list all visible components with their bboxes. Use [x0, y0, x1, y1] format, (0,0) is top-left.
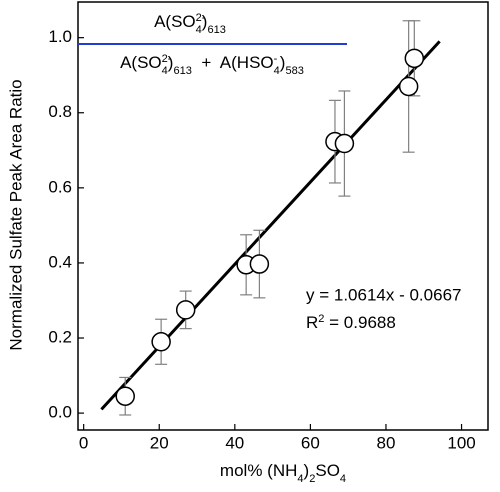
- text-piece: 583: [285, 65, 303, 77]
- rich-text: R2 = 0.9688: [306, 313, 396, 332]
- x-tick-label: 60: [301, 433, 320, 452]
- text-piece: 4: [340, 473, 346, 485]
- text-piece: 613: [207, 24, 225, 36]
- x-tick-label: 0: [79, 433, 88, 452]
- text-piece: 2: [309, 473, 315, 485]
- text-piece: -: [274, 53, 278, 65]
- data-point: [404, 48, 425, 69]
- text-piece: ): [304, 461, 310, 480]
- fit-line: [100, 40, 441, 411]
- text-piece: 613: [173, 65, 191, 77]
- y-tick-label: 0.6: [48, 177, 72, 196]
- text-piece: 2-: [162, 53, 172, 65]
- text-piece: 4: [196, 24, 202, 36]
- data-point: [398, 76, 419, 97]
- text-piece: 2-: [196, 12, 206, 24]
- y-tick-label: 1.0: [48, 27, 72, 46]
- text-piece: 2: [318, 313, 324, 325]
- text-piece: A(SO: [120, 53, 162, 72]
- data-point: [175, 300, 196, 320]
- y-tick-label: 0.8: [48, 102, 72, 121]
- rich-text: A(SO2-4)613: [154, 12, 226, 36]
- text-piece: SO: [315, 461, 340, 480]
- data-point: [115, 386, 135, 406]
- plot-frame: [77, 1, 489, 431]
- text-piece: ): [202, 12, 208, 31]
- data-point: [249, 254, 270, 274]
- y-tick-label: 0.4: [48, 252, 72, 271]
- x-tick-label: 80: [377, 433, 396, 452]
- text-piece: A(SO: [154, 12, 196, 31]
- text-piece: + A(HSO: [192, 53, 274, 72]
- equation: y = 1.0614x - 0.0667: [306, 285, 461, 304]
- y-tick-label: 0.0: [48, 403, 72, 422]
- x-tick-label: 20: [150, 433, 169, 452]
- x-tick-label: 100: [447, 433, 475, 452]
- text-piece: 4: [162, 65, 168, 77]
- text-piece: ): [280, 53, 286, 72]
- y-axis-label: Normalized Sulfate Peak Area Ratio: [6, 79, 25, 350]
- text-piece: 4: [297, 473, 303, 485]
- text-piece: R: [306, 313, 318, 332]
- rich-text: mol% (NH4)2SO4: [220, 461, 346, 485]
- text-piece: = 0.9688: [324, 313, 395, 332]
- y-tick-label: 0.2: [48, 328, 72, 347]
- text-piece: 4: [274, 65, 280, 77]
- text-piece: ): [168, 53, 174, 72]
- rich-text: A(SO2-4)613 + A(HSO-4)583: [120, 53, 304, 77]
- data-point: [151, 332, 171, 352]
- text-piece: mol% (NH: [220, 461, 297, 480]
- x-tick-label: 40: [225, 433, 244, 452]
- data-point: [334, 133, 355, 154]
